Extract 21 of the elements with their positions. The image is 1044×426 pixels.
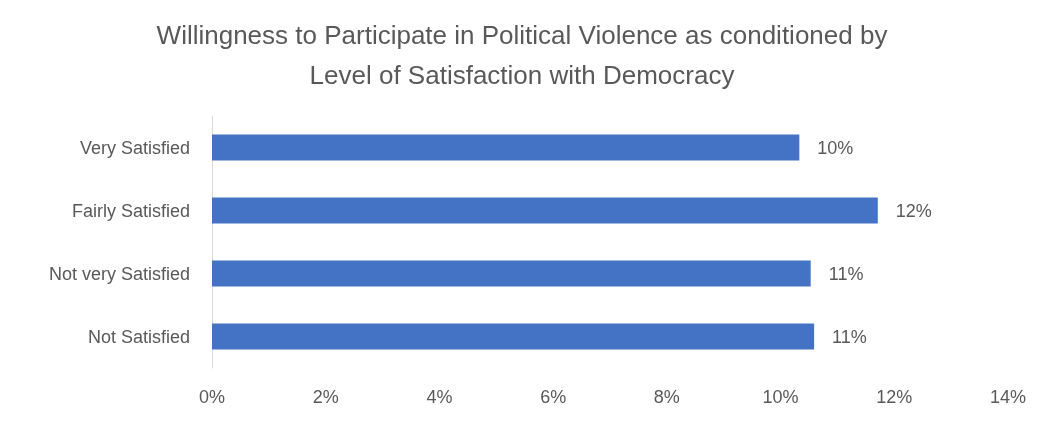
x-tick-label: 10%: [762, 387, 799, 407]
y-tick-label: Not Satisfied: [87, 326, 190, 347]
x-tick-label: 4%: [426, 387, 453, 407]
y-tick-label: Fairly Satisfied: [71, 200, 190, 221]
y-tick-label: Very Satisfied: [79, 137, 190, 158]
data-label: 10%: [817, 137, 854, 158]
bar: [212, 323, 815, 350]
bar: [212, 260, 811, 287]
x-tick-label: 8%: [653, 387, 680, 407]
x-tick-label: 14%: [989, 387, 1027, 407]
y-tick-label: Not very Satisfied: [48, 263, 190, 284]
x-tick-label: 0%: [198, 387, 226, 407]
x-tick-label: 6%: [540, 387, 567, 407]
x-tick-label: 2%: [312, 387, 339, 407]
bar: [212, 197, 878, 224]
chart-title: Willingness to Participate in Political Violence as conditioned by Level of Satisfaction with Democracy: [156, 20, 888, 90]
bar: [212, 134, 800, 161]
data-label: 11%: [828, 263, 864, 284]
x-tick-label: 12%: [876, 387, 913, 407]
data-label: 11%: [832, 326, 867, 347]
data-label: 12%: [895, 200, 932, 221]
